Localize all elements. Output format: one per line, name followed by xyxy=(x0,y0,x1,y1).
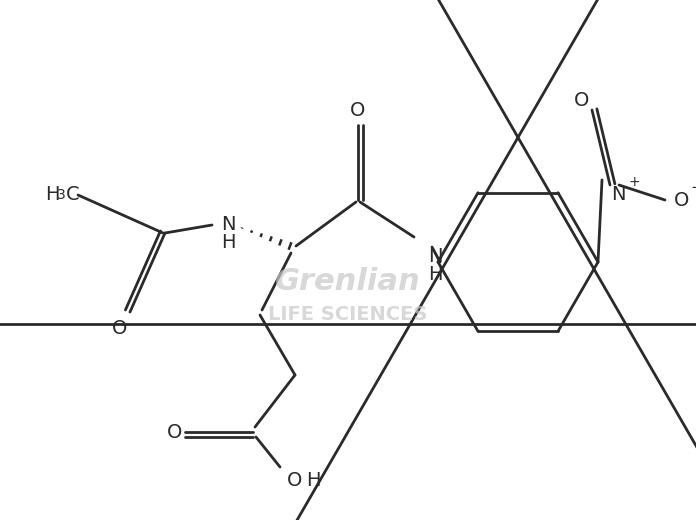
Text: O: O xyxy=(167,422,182,441)
Text: N: N xyxy=(428,248,442,266)
Text: +: + xyxy=(628,175,640,189)
Text: O: O xyxy=(112,318,127,337)
Text: H: H xyxy=(306,471,320,489)
Text: C: C xyxy=(66,186,79,204)
Text: H: H xyxy=(221,232,235,252)
Text: H: H xyxy=(45,186,59,204)
Text: 3: 3 xyxy=(57,188,65,202)
Text: H: H xyxy=(428,265,442,283)
Text: N: N xyxy=(221,215,235,235)
Text: −: − xyxy=(690,180,696,196)
Text: N: N xyxy=(611,186,625,204)
Text: O: O xyxy=(574,90,590,110)
Text: Grenlian: Grenlian xyxy=(275,267,421,296)
Text: O: O xyxy=(674,190,690,210)
Text: O: O xyxy=(287,471,303,489)
Text: O: O xyxy=(350,100,365,120)
Text: LIFE SCIENCES: LIFE SCIENCES xyxy=(269,305,427,324)
